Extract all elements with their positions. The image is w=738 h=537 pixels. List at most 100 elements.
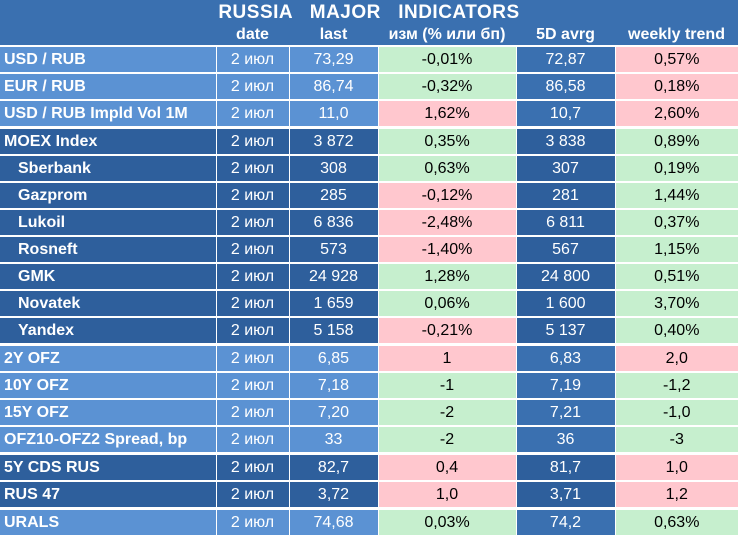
- row-change: -2: [377, 426, 516, 455]
- row-trend: 1,15%: [614, 236, 738, 264]
- row-date: 2 июл: [215, 317, 289, 346]
- row-name: 5Y CDS RUS: [0, 452, 216, 482]
- row-change: 1,0: [377, 481, 516, 510]
- header-change: изм (% или бп): [378, 25, 516, 47]
- row-name: Novatek: [0, 290, 216, 318]
- table-row: 10Y OFZ 2 июл 7,18 -1 7,19 -1,2: [0, 372, 738, 400]
- row-avg5d: 7,21: [515, 399, 615, 427]
- table-row: EUR / RUB 2 июл 86,74 -0,32% 86,58 0,18%: [0, 73, 738, 101]
- row-change: 1,62%: [377, 100, 516, 129]
- row-trend: 0,19%: [614, 155, 738, 183]
- row-avg5d: 74,2: [515, 507, 615, 537]
- row-name: Yandex: [0, 317, 216, 346]
- table-row: 5Y CDS RUS 2 июл 82,7 0,4 81,7 1,0: [0, 452, 738, 482]
- header-last: last: [289, 25, 378, 47]
- row-name: RUS 47: [0, 481, 216, 510]
- row-trend: 0,63%: [614, 507, 738, 537]
- header-trend: weekly trend: [615, 25, 738, 47]
- row-avg5d: 5 137: [515, 317, 615, 346]
- table-row: GMK 2 июл 24 928 1,28% 24 800 0,51%: [0, 263, 738, 291]
- row-last: 285: [288, 182, 378, 210]
- row-trend: -3: [614, 426, 738, 455]
- row-avg5d: 36: [515, 426, 615, 455]
- row-avg5d: 7,19: [515, 372, 615, 400]
- row-last: 33: [288, 426, 378, 455]
- row-last: 6,85: [288, 343, 378, 373]
- row-change: -1,40%: [377, 236, 516, 264]
- row-last: 573: [288, 236, 378, 264]
- row-last: 1 659: [288, 290, 378, 318]
- indicators-table: date last изм (% или бп) 5D avrg weekly …: [0, 25, 738, 537]
- row-date: 2 июл: [215, 155, 289, 183]
- row-name: GMK: [0, 263, 216, 291]
- row-name: Lukoil: [0, 209, 216, 237]
- row-change: -2: [377, 399, 516, 427]
- row-name: Rosneft: [0, 236, 216, 264]
- row-last: 7,20: [288, 399, 378, 427]
- row-last: 7,18: [288, 372, 378, 400]
- row-change: 0,03%: [377, 507, 516, 537]
- row-trend: 0,37%: [614, 209, 738, 237]
- table-row: USD / RUB Impld Vol 1M 2 июл 11,0 1,62% 10,7…: [0, 100, 738, 129]
- table-row: Gazprom 2 июл 285 -0,12% 281 1,44%: [0, 182, 738, 210]
- row-name: MOEX Index: [0, 126, 216, 156]
- row-trend: 0,40%: [614, 317, 738, 346]
- row-date: 2 июл: [215, 481, 289, 510]
- row-date: 2 июл: [215, 452, 289, 482]
- row-trend: 0,57%: [614, 46, 738, 74]
- row-avg5d: 6,83: [515, 343, 615, 373]
- row-avg5d: 281: [515, 182, 615, 210]
- row-change: 0,35%: [377, 126, 516, 156]
- table-row: RUS 47 2 июл 3,72 1,0 3,71 1,2: [0, 481, 738, 510]
- row-name: URALS: [0, 507, 216, 537]
- row-change: 0,63%: [377, 155, 516, 183]
- row-change: 0,4: [377, 452, 516, 482]
- row-name: OFZ10-OFZ2 Spread, bp: [0, 426, 216, 455]
- row-change: -0,12%: [377, 182, 516, 210]
- row-date: 2 июл: [215, 290, 289, 318]
- table-row: 15Y OFZ 2 июл 7,20 -2 7,21 -1,0: [0, 399, 738, 427]
- row-avg5d: 307: [515, 155, 615, 183]
- row-change: 1,28%: [377, 263, 516, 291]
- row-avg5d: 567: [515, 236, 615, 264]
- table-row: Novatek 2 июл 1 659 0,06% 1 600 3,70%: [0, 290, 738, 318]
- row-last: 74,68: [288, 507, 378, 537]
- row-last: 11,0: [288, 100, 378, 129]
- row-trend: 1,2: [614, 481, 738, 510]
- header-row: date last изм (% или бп) 5D avrg weekly …: [0, 25, 738, 47]
- row-avg5d: 24 800: [515, 263, 615, 291]
- table-row: 2Y OFZ 2 июл 6,85 1 6,83 2,0: [0, 343, 738, 373]
- sheet-title: RUSSIA MAJOR INDICATORS: [0, 0, 738, 25]
- row-date: 2 июл: [215, 100, 289, 129]
- row-change: -2,48%: [377, 209, 516, 237]
- row-trend: 0,51%: [614, 263, 738, 291]
- row-change: 0,06%: [377, 290, 516, 318]
- row-last: 6 836: [288, 209, 378, 237]
- table-row: Lukoil 2 июл 6 836 -2,48% 6 811 0,37%: [0, 209, 738, 237]
- row-trend: 2,60%: [614, 100, 738, 129]
- row-date: 2 июл: [215, 426, 289, 455]
- table-row: USD / RUB 2 июл 73,29 -0,01% 72,87 0,57%: [0, 46, 738, 74]
- row-date: 2 июл: [215, 126, 289, 156]
- row-avg5d: 86,58: [515, 73, 615, 101]
- row-date: 2 июл: [215, 372, 289, 400]
- row-date: 2 июл: [215, 209, 289, 237]
- row-change: -0,21%: [377, 317, 516, 346]
- row-last: 308: [288, 155, 378, 183]
- row-trend: -1,0: [614, 399, 738, 427]
- row-name: 2Y OFZ: [0, 343, 216, 373]
- row-avg5d: 81,7: [515, 452, 615, 482]
- row-change: -1: [377, 372, 516, 400]
- row-trend: 1,44%: [614, 182, 738, 210]
- row-avg5d: 6 811: [515, 209, 615, 237]
- row-trend: 3,70%: [614, 290, 738, 318]
- row-name: 10Y OFZ: [0, 372, 216, 400]
- table-row: Yandex 2 июл 5 158 -0,21% 5 137 0,40%: [0, 317, 738, 346]
- row-trend: 1,0: [614, 452, 738, 482]
- row-date: 2 июл: [215, 73, 289, 101]
- row-avg5d: 10,7: [515, 100, 615, 129]
- row-last: 82,7: [288, 452, 378, 482]
- row-trend: 2,0: [614, 343, 738, 373]
- header-avg5d: 5D avrg: [516, 25, 615, 47]
